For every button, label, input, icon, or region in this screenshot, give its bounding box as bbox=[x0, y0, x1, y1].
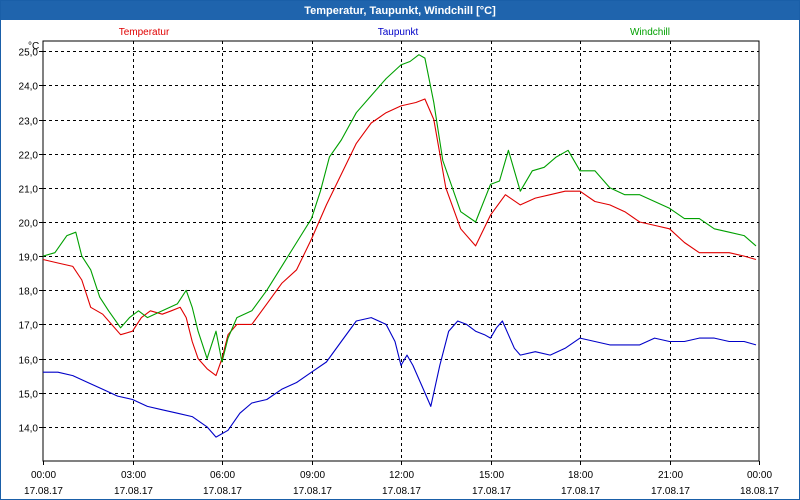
series-line-taupunkt bbox=[43, 317, 757, 438]
legend-entry-temperatur: Temperatur bbox=[119, 27, 170, 38]
y-tick-label: 21,0 bbox=[19, 185, 39, 196]
x-tick-date-label: 17.08.17 bbox=[293, 486, 332, 497]
x-tick-date-label: 17.08.17 bbox=[114, 486, 153, 497]
legend-entry-windchill: Windchill bbox=[630, 27, 670, 38]
y-tick-label: 14,0 bbox=[19, 424, 39, 435]
x-tick-date-label: 17.08.17 bbox=[472, 486, 511, 497]
x-tick-time-label: 03:00 bbox=[121, 470, 146, 481]
legend-entry-taupunkt: Taupunkt bbox=[378, 27, 419, 38]
x-tick-date-label: 17.08.17 bbox=[382, 486, 421, 497]
series-line-temperatur bbox=[42, 98, 757, 377]
title-bar: Temperatur, Taupunkt, Windchill [°C] bbox=[1, 1, 799, 20]
x-tick-time-label: 15:00 bbox=[479, 470, 504, 481]
x-tick-time-label: 00:00 bbox=[747, 470, 772, 481]
x-tick-date-label: 17.08.17 bbox=[24, 486, 63, 497]
y-tick-label: 23,0 bbox=[19, 117, 39, 128]
x-tick-time-label: 06:00 bbox=[210, 470, 235, 481]
x-tick-time-label: 09:00 bbox=[300, 470, 325, 481]
x-tick-time-label: 21:00 bbox=[658, 470, 683, 481]
y-tick-label: 18,0 bbox=[19, 287, 39, 298]
window-title: Temperatur, Taupunkt, Windchill [°C] bbox=[304, 4, 496, 17]
y-axis-label: °C bbox=[28, 41, 39, 52]
x-tick-date-label: 18.08.17 bbox=[740, 486, 779, 497]
x-tick-time-label: 18:00 bbox=[568, 470, 593, 481]
y-tick-label: 17,0 bbox=[19, 321, 39, 332]
x-tick-date-label: 17.08.17 bbox=[651, 486, 690, 497]
y-tick-label: 25,0 bbox=[19, 48, 39, 59]
x-tick-time-label: 00:00 bbox=[31, 470, 56, 481]
x-tick-date-label: 17.08.17 bbox=[203, 486, 242, 497]
x-tick-date-label: 17.08.17 bbox=[561, 486, 600, 497]
x-tick-time-label: 12:00 bbox=[389, 470, 414, 481]
y-tick-label: 15,0 bbox=[19, 390, 39, 401]
series-line-windchill bbox=[42, 54, 757, 363]
y-tick-label: 24,0 bbox=[19, 82, 39, 93]
y-tick-label: 19,0 bbox=[19, 253, 39, 264]
y-tick-label: 16,0 bbox=[19, 356, 39, 367]
y-tick-label: 20,0 bbox=[19, 219, 39, 230]
y-tick-label: 22,0 bbox=[19, 151, 39, 162]
